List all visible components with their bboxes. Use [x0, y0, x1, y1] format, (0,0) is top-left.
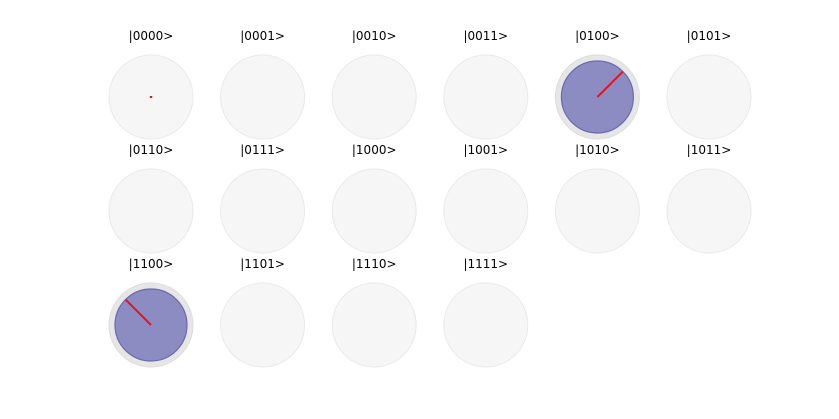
state-cell: |0011>: [443, 29, 529, 140]
empty-disc: [666, 168, 752, 254]
state-label: |1001>: [463, 143, 508, 157]
state-label: |0101>: [687, 29, 732, 43]
state-cell: |1011>: [666, 143, 752, 254]
state-cell: |1101>: [220, 257, 306, 368]
phase-line: [596, 70, 624, 98]
state-label: |1111>: [463, 257, 508, 271]
state-cell: |1110>: [331, 257, 417, 368]
empty-disc: [666, 54, 752, 140]
empty-disc: [331, 282, 417, 368]
state-cell: |0000>: [108, 29, 194, 140]
state-cell: |1010>: [554, 143, 640, 254]
state-label: |0100>: [575, 29, 620, 43]
empty-disc: [443, 282, 529, 368]
state-cell: |1000>: [331, 143, 417, 254]
state-label: |0010>: [352, 29, 397, 43]
state-label: |1011>: [687, 143, 732, 157]
state-label: |0011>: [463, 29, 508, 43]
state-cell: |1100>: [108, 257, 194, 368]
state-cell: |1111>: [443, 257, 529, 368]
state-label: |1101>: [240, 257, 285, 271]
state-label: |0001>: [240, 29, 285, 43]
state-cell: |0010>: [331, 29, 417, 140]
state-cell: |0111>: [220, 143, 306, 254]
empty-disc: [443, 54, 529, 140]
empty-disc: [331, 168, 417, 254]
empty-disc: [220, 282, 306, 368]
empty-disc: [331, 54, 417, 140]
empty-disc: [554, 168, 640, 254]
state-label: |0000>: [129, 29, 174, 43]
phase-line: [124, 298, 152, 326]
state-cell: |0101>: [666, 29, 752, 140]
state-label: |1110>: [352, 257, 397, 271]
state-label: |0110>: [129, 143, 174, 157]
empty-disc: [443, 168, 529, 254]
empty-disc: [220, 54, 306, 140]
state-label: |1100>: [129, 257, 174, 271]
state-label: |1000>: [352, 143, 397, 157]
state-label: |1010>: [575, 143, 620, 157]
state-label: |0111>: [240, 143, 285, 157]
state-cell: |0100>: [554, 29, 640, 140]
state-cell: |0110>: [108, 143, 194, 254]
state-cell: |1001>: [443, 143, 529, 254]
empty-disc: [108, 168, 194, 254]
empty-disc: [220, 168, 306, 254]
state-cell: |0001>: [220, 29, 306, 140]
